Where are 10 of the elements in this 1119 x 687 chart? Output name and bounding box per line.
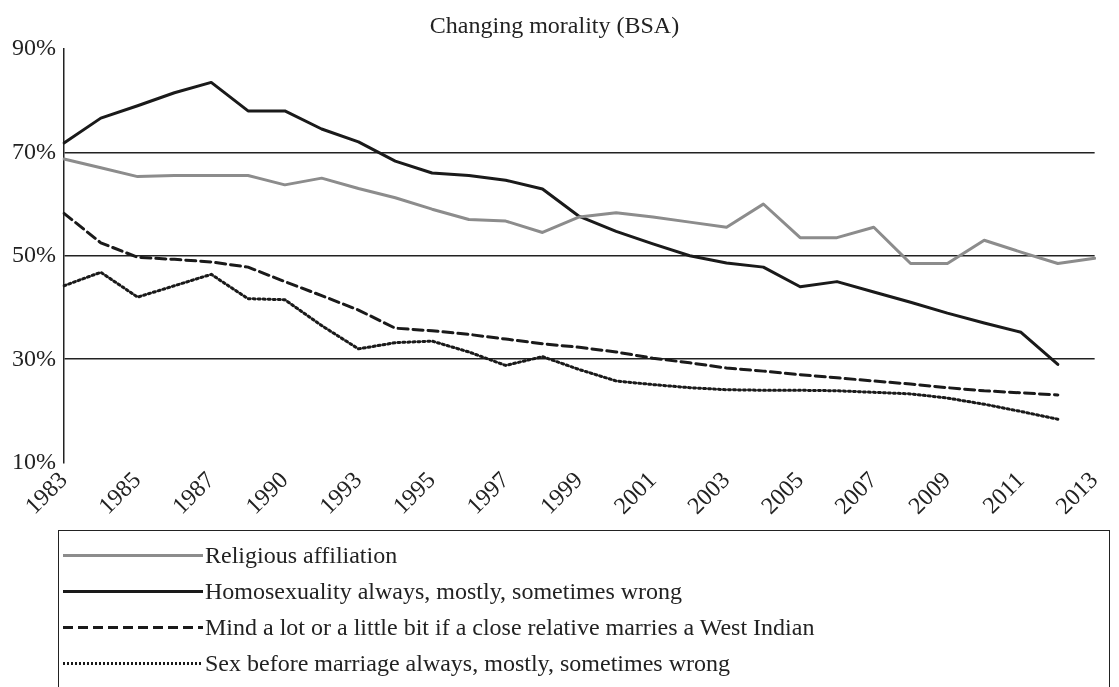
y-tick-label: 30% [11,344,56,371]
legend-label: Sex before marriage always, mostly, sometimes wrong [205,649,730,677]
y-tick-label: 90% [11,34,56,61]
y-tick-label: 10% [11,447,56,474]
legend-label: Mind a lot or a little bit if a close relative marries a West Indian [205,613,815,641]
chart-title: Changing morality (BSA) [429,11,680,38]
y-tick-label: 70% [11,137,56,164]
legend-label: Homosexuality always, mostly, sometimes wrong [205,577,683,605]
legend-label: Religious affiliation [205,541,398,569]
y-tick-label: 50% [11,241,56,268]
